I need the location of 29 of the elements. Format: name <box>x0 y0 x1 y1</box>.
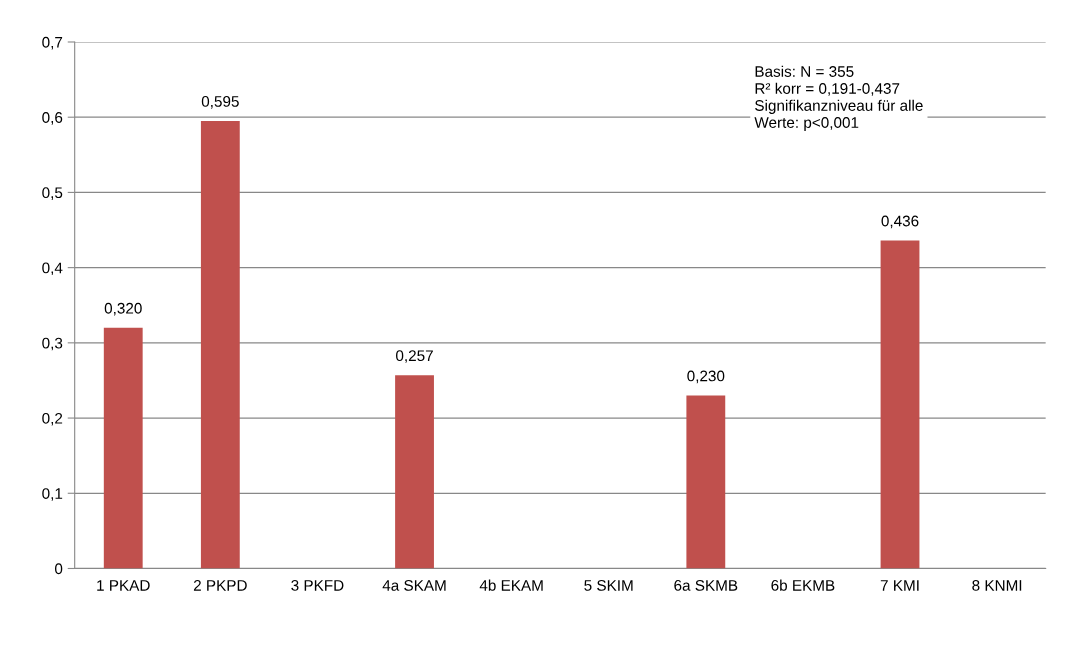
y-tick-label: 0,1 <box>42 488 63 501</box>
bar <box>395 375 434 569</box>
x-tick-label: 6b EKMB <box>771 579 835 591</box>
x-tick-label: 3 PKFD <box>291 579 344 591</box>
y-tick-label: 0,2 <box>42 412 63 426</box>
y-tick-label: 0 <box>54 563 63 575</box>
data-label: 0,230 <box>687 370 725 384</box>
x-tick-label: 8 KNMI <box>972 579 1022 591</box>
data-label: 0,257 <box>396 350 433 363</box>
data-label: 0,595 <box>201 96 239 109</box>
bar <box>103 327 143 569</box>
bar <box>880 240 920 569</box>
y-tick-label: 0,4 <box>42 262 63 276</box>
x-tick-label: 4b EKAM <box>479 579 543 591</box>
bar <box>686 395 726 569</box>
x-tick-label: 7 KMI <box>880 580 919 591</box>
data-label: 0,436 <box>881 215 919 229</box>
x-tick-label: 5 SKIM <box>584 579 633 591</box>
x-tick-label: 6a SKMB <box>674 579 738 591</box>
y-tick-label: 0,5 <box>42 187 63 200</box>
y-tick-label: 0,6 <box>42 112 63 125</box>
x-tick-label: 2 PKPD <box>193 579 247 591</box>
x-tick-label: 1 PKAD <box>97 580 150 591</box>
y-tick-label: 0,7 <box>42 36 63 50</box>
y-tick-label: 0,3 <box>42 337 63 351</box>
x-tick-label: 4a SKAM <box>382 579 446 591</box>
bar <box>200 120 240 569</box>
data-label: 0,320 <box>104 302 142 316</box>
annotation: Basis: N = 355 R² korr = 0,191-0,437 Signifikanzniveau für alle Werte: p<0,001 <box>754 65 923 131</box>
